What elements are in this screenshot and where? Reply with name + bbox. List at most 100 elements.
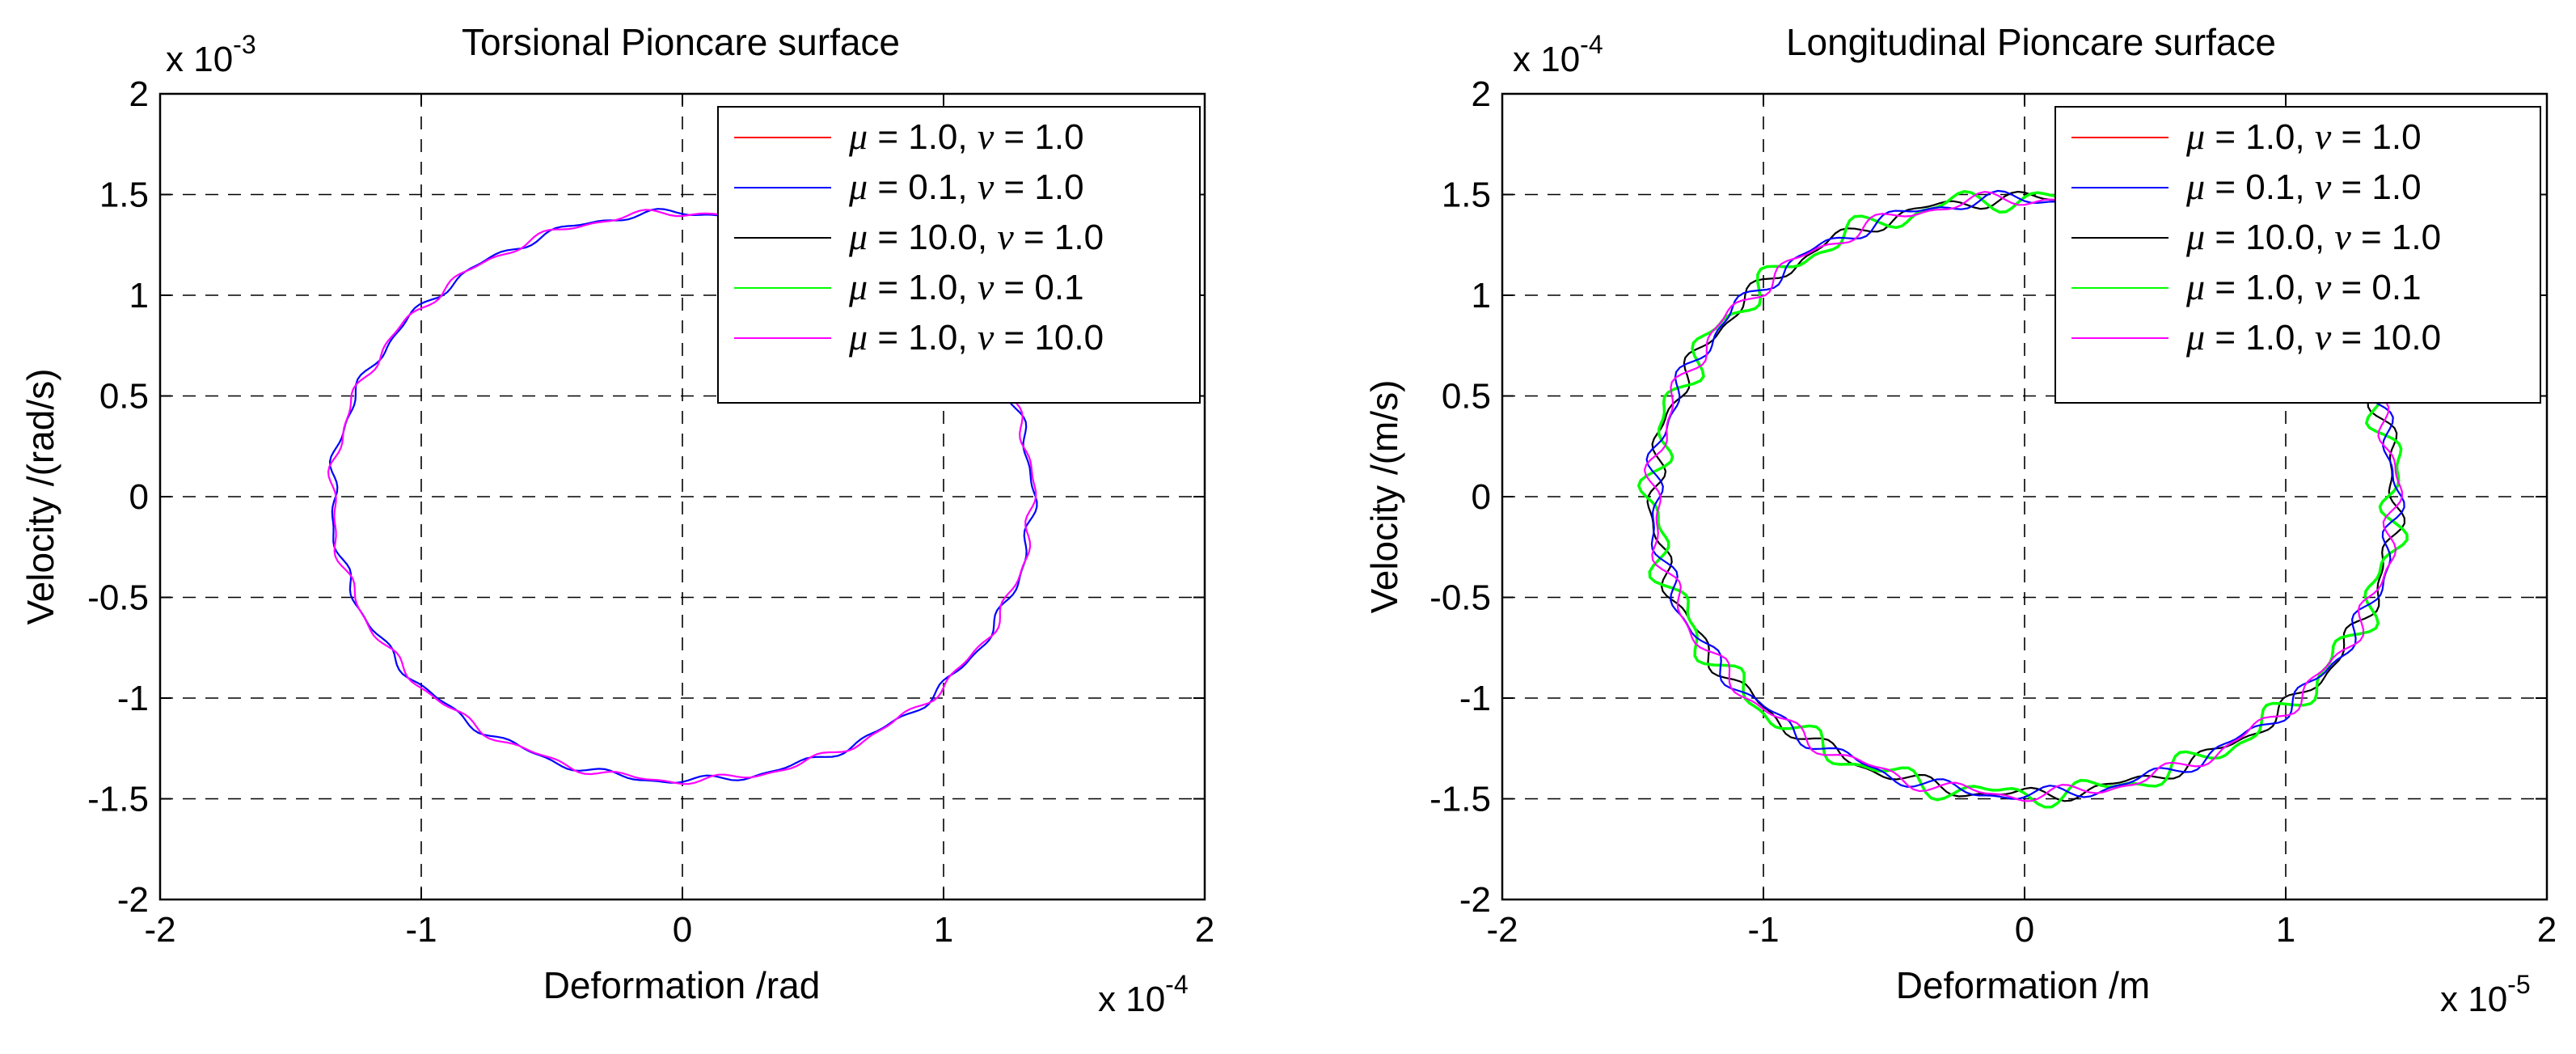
nu-symbol: ν — [2315, 316, 2332, 358]
mu-symbol: μ — [848, 216, 868, 257]
y-axis-label: Velocity /(rad/s) — [19, 369, 61, 625]
x-tick-label: 2 — [2537, 910, 2557, 950]
nu-value: = 1.0 — [2331, 167, 2421, 207]
legend-entry: μ = 1.0, ν = 0.1 — [2185, 266, 2422, 307]
x-tick-label: -2 — [144, 910, 175, 950]
y-multiplier-exponent: -3 — [233, 30, 255, 59]
nu-symbol: ν — [2315, 116, 2332, 157]
nu-value: = 1.0 — [2331, 117, 2421, 157]
y-tick-label: -1.5 — [87, 780, 149, 819]
mu-symbol: μ — [2185, 166, 2205, 207]
mu-value: = 10.0, — [2205, 218, 2334, 257]
mu-symbol: μ — [2185, 266, 2205, 307]
legend: μ = 1.0, ν = 1.0μ = 0.1, ν = 1.0μ = 10.0… — [2054, 106, 2541, 404]
x-multiplier-base: x 10 — [1098, 980, 1165, 1019]
mu-value: = 0.1, — [2205, 167, 2315, 207]
y-axis-multiplier: x 10-3 — [166, 30, 256, 79]
legend-box — [2054, 106, 2541, 404]
chart-title: Longitudinal Pioncare surface — [1786, 21, 2276, 63]
mu-value: = 0.1, — [868, 167, 978, 207]
x-multiplier-base: x 10 — [2440, 980, 2507, 1019]
axis-ticks: -2 -1 0 1 2 -2 -1.5 -1 -0.5 0 0.5 1 1.5 2 — [87, 74, 1214, 950]
nu-value: = 1.0 — [1014, 218, 1104, 257]
legend-entry: μ = 1.0, ν = 10.0 — [848, 316, 1104, 358]
mu-symbol: μ — [2185, 116, 2205, 157]
nu-value: = 10.0 — [994, 318, 1104, 358]
x-multiplier-exponent: -4 — [1165, 970, 1188, 999]
y-tick-label: 1 — [129, 276, 149, 315]
nu-value: = 0.1 — [994, 268, 1083, 307]
y-axis-multiplier: x 10-4 — [1513, 30, 1603, 79]
mu-value: = 10.0, — [868, 218, 997, 257]
nu-symbol: ν — [997, 216, 1014, 257]
nu-value: = 1.0 — [994, 117, 1083, 157]
nu-symbol: ν — [978, 116, 995, 157]
y-tick-label: -0.5 — [87, 578, 149, 618]
legend-entry: μ = 1.0, ν = 1.0 — [848, 116, 1084, 157]
y-tick-label: 0 — [129, 477, 149, 517]
x-tick-label: -1 — [405, 910, 437, 950]
mu-symbol: μ — [848, 316, 868, 358]
y-tick-label: 0.5 — [99, 377, 149, 417]
y-tick-label: -2 — [1459, 880, 1491, 920]
legend: μ = 1.0, ν = 1.0μ = 0.1, ν = 1.0μ = 10.0… — [717, 106, 1201, 404]
torsional-chart: Torsional Pioncare surface x 10-3 x 10-4… — [19, 21, 1214, 1019]
x-tick-label: 1 — [2276, 910, 2295, 950]
mu-value: = 1.0, — [868, 117, 978, 157]
legend-entry: μ = 1.0, ν = 0.1 — [848, 266, 1084, 307]
mu-symbol: μ — [848, 166, 868, 207]
nu-symbol: ν — [2315, 266, 2332, 307]
y-tick-label: 0 — [1472, 477, 1491, 517]
x-axis-label: Deformation /m — [1896, 964, 2150, 1006]
y-axis-label: Velocity /(m/s) — [1363, 380, 1405, 614]
x-multiplier-exponent: -5 — [2507, 970, 2530, 999]
nu-symbol: ν — [978, 166, 995, 207]
y-tick-label: -2 — [117, 880, 149, 920]
y-tick-label: 1.5 — [99, 176, 149, 215]
nu-symbol: ν — [2315, 166, 2332, 207]
y-tick-label: 2 — [1472, 74, 1491, 114]
mu-symbol: μ — [848, 266, 868, 307]
x-tick-label: 0 — [2015, 910, 2034, 950]
legend-entry: μ = 10.0, ν = 1.0 — [2185, 216, 2441, 257]
mu-value: = 1.0, — [2205, 268, 2315, 307]
x-tick-label: 2 — [1195, 910, 1214, 950]
y-tick-label: -1 — [117, 679, 149, 718]
nu-value: = 1.0 — [2351, 218, 2441, 257]
y-tick-label: 2 — [129, 74, 149, 114]
y-multiplier-base: x 10 — [1513, 40, 1580, 79]
chart-title: Torsional Pioncare surface — [462, 21, 900, 63]
x-tick-label: -2 — [1486, 910, 1518, 950]
mu-value: = 1.0, — [868, 318, 978, 358]
legend-entry: μ = 10.0, ν = 1.0 — [848, 216, 1104, 257]
legend-entry: μ = 0.1, ν = 1.0 — [848, 166, 1084, 207]
x-axis-label: Deformation /rad — [543, 964, 821, 1006]
x-tick-label: 1 — [934, 910, 953, 950]
nu-symbol: ν — [2334, 216, 2351, 257]
legend-entry: μ = 0.1, ν = 1.0 — [2185, 166, 2422, 207]
mu-symbol: μ — [848, 116, 868, 157]
mu-symbol: μ — [2185, 316, 2205, 358]
nu-symbol: ν — [978, 316, 995, 358]
y-tick-label: -1.5 — [1429, 780, 1491, 819]
legend-entry: μ = 1.0, ν = 1.0 — [2185, 116, 2422, 157]
x-axis-multiplier: x 10-4 — [1098, 970, 1189, 1019]
legend-entry: μ = 1.0, ν = 10.0 — [2185, 316, 2441, 358]
mu-value: = 1.0, — [868, 268, 978, 307]
nu-value: = 0.1 — [2331, 268, 2421, 307]
y-multiplier-exponent: -4 — [1580, 30, 1603, 59]
nu-value: = 10.0 — [2331, 318, 2441, 358]
legend-box — [717, 106, 1201, 404]
longitudinal-chart: Longitudinal Pioncare surface x 10-4 x 1… — [1363, 21, 2557, 1019]
y-tick-label: 1 — [1472, 276, 1491, 315]
y-multiplier-base: x 10 — [166, 40, 233, 79]
y-tick-label: -1 — [1459, 679, 1491, 718]
mu-value: = 1.0, — [2205, 117, 2315, 157]
nu-symbol: ν — [978, 266, 995, 307]
y-tick-label: 0.5 — [1442, 377, 1491, 417]
x-tick-label: 0 — [673, 910, 692, 950]
mu-value: = 1.0, — [2205, 318, 2315, 358]
nu-value: = 1.0 — [994, 167, 1083, 207]
axis-ticks: -2 -1 0 1 2 -2 -1.5 -1 -0.5 0 0.5 1 1.5 2 — [1429, 74, 2557, 950]
